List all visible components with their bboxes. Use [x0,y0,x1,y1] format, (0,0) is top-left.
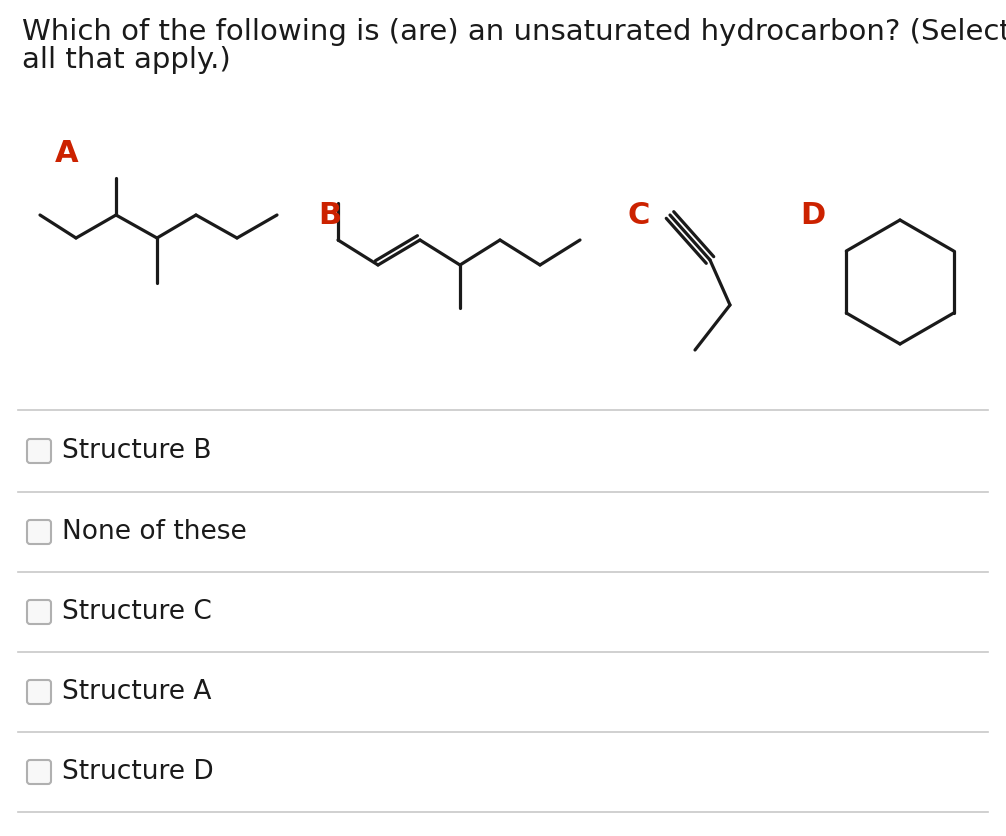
FancyBboxPatch shape [27,760,51,784]
Text: Structure C: Structure C [62,599,211,625]
FancyBboxPatch shape [27,520,51,544]
FancyBboxPatch shape [27,439,51,463]
Text: Structure A: Structure A [62,679,211,705]
Text: None of these: None of these [62,519,246,545]
Text: all that apply.): all that apply.) [22,46,230,74]
FancyBboxPatch shape [27,680,51,704]
Text: D: D [800,201,825,230]
Text: Structure B: Structure B [62,438,211,464]
FancyBboxPatch shape [27,600,51,624]
Text: A: A [55,139,78,168]
Text: Which of the following is (are) an unsaturated hydrocarbon? (Select: Which of the following is (are) an unsat… [22,18,1006,46]
Text: C: C [628,201,650,230]
Text: B: B [318,201,341,230]
Text: Structure D: Structure D [62,759,213,785]
